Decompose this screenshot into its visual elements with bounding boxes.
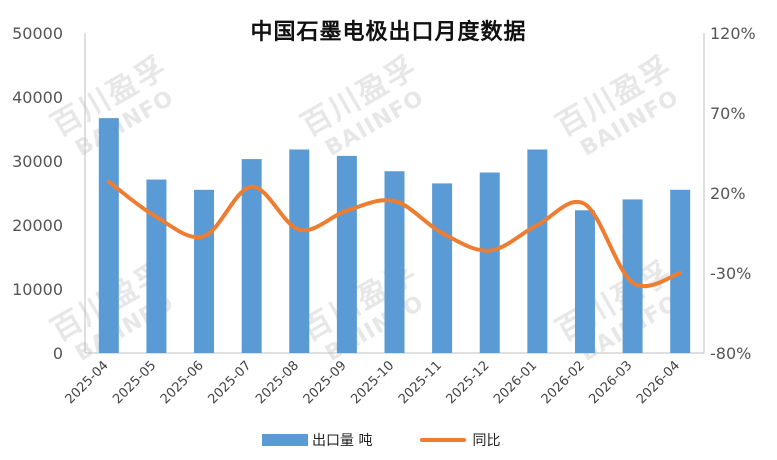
legend-label-yoy: 同比 bbox=[472, 433, 501, 449]
legend-item-yoy: 同比 bbox=[420, 430, 500, 450]
bar bbox=[574, 210, 595, 353]
y-left-tick-label: 10000 bbox=[12, 280, 63, 299]
bar bbox=[98, 118, 119, 354]
bar bbox=[622, 199, 643, 353]
x-tick-label: 2025-06 bbox=[158, 358, 207, 407]
x-tick-label: 2025-08 bbox=[253, 358, 302, 407]
yoy-point bbox=[107, 180, 111, 184]
yoy-point bbox=[250, 185, 254, 189]
x-tick-label: 2026-02 bbox=[539, 358, 588, 407]
yoy-point bbox=[440, 231, 444, 235]
bar bbox=[336, 155, 357, 353]
legend-item-export-volume: 出口量 吨 bbox=[262, 430, 372, 450]
bar bbox=[146, 179, 167, 353]
yoy-point bbox=[202, 234, 206, 238]
x-tick-label: 2025-05 bbox=[110, 358, 159, 407]
y-left-tick-label: 30000 bbox=[12, 152, 63, 171]
chart-title: 中国石墨电极出口月度数据 bbox=[250, 19, 527, 45]
yoy-point bbox=[678, 271, 682, 275]
yoy-point bbox=[297, 228, 301, 232]
x-tick-label: 2026-04 bbox=[634, 358, 683, 407]
bar bbox=[194, 189, 215, 353]
x-tick-label: 2025-11 bbox=[396, 358, 445, 407]
x-tick-label: 2026-03 bbox=[586, 358, 635, 407]
x-tick-label: 2025-07 bbox=[205, 358, 254, 407]
y-right-tick-label: 70% bbox=[710, 104, 746, 123]
y-right-tick-label: -30% bbox=[710, 264, 751, 283]
yoy-point bbox=[154, 215, 158, 219]
yoy-point bbox=[345, 209, 349, 213]
yoy-point bbox=[393, 199, 396, 203]
y-left-tick-label: 0 bbox=[53, 344, 63, 363]
yoy-point bbox=[535, 223, 539, 227]
bar bbox=[527, 149, 548, 353]
x-tick-label: 2025-04 bbox=[63, 358, 112, 407]
bar bbox=[432, 183, 453, 353]
y-left-tick-label: 40000 bbox=[12, 88, 63, 107]
x-tick-label: 2026-01 bbox=[491, 358, 540, 407]
bar bbox=[241, 159, 262, 353]
legend: 出口量 吨 同比 bbox=[262, 430, 548, 450]
y-left-tick-label: 50000 bbox=[12, 24, 63, 43]
bar bbox=[479, 172, 500, 353]
bar bbox=[289, 149, 310, 353]
yoy-point bbox=[583, 202, 587, 206]
legend-swatch-line bbox=[420, 438, 467, 442]
yoy-point bbox=[631, 281, 635, 285]
y-right-tick-label: 120% bbox=[710, 24, 756, 43]
bar bbox=[384, 171, 405, 353]
y-right-tick-label: 20% bbox=[710, 184, 746, 203]
x-tick-label: 2025-10 bbox=[348, 358, 397, 407]
legend-swatch-bar bbox=[262, 434, 308, 446]
y-right-tick-label: -80% bbox=[710, 344, 751, 363]
legend-label-export-volume: 出口量 吨 bbox=[312, 433, 373, 449]
yoy-point bbox=[488, 249, 492, 253]
x-tick-label: 2025-09 bbox=[301, 358, 350, 407]
x-tick-label: 2025-12 bbox=[444, 358, 493, 407]
y-left-tick-label: 20000 bbox=[12, 216, 63, 235]
